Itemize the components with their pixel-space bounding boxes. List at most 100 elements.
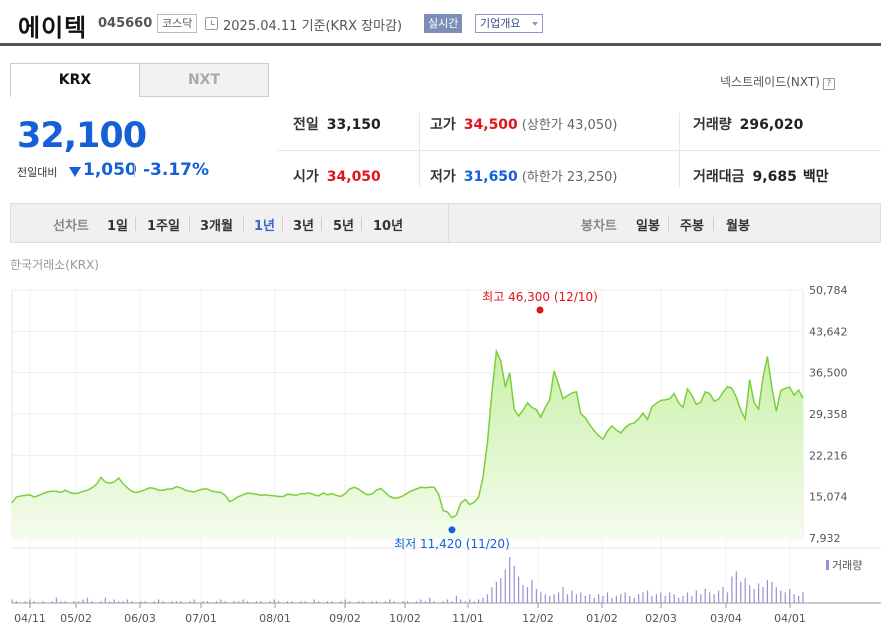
stat-value: 34,500 bbox=[463, 117, 518, 133]
x-tick-label: 10/02 bbox=[389, 612, 421, 625]
period-1w[interactable]: 1주일 bbox=[147, 219, 180, 234]
candle-monthly[interactable]: 월봉 bbox=[726, 219, 750, 234]
stat-label: 거래대금 bbox=[693, 169, 745, 185]
divider bbox=[679, 113, 680, 187]
chart-period-toolbar: 선차트 1일 1주일 3개월 1년 3년 5년 10년 봉차트 일봉 주봉 월봉 bbox=[10, 203, 881, 243]
divider bbox=[668, 217, 669, 231]
stat-label: 시가 bbox=[293, 169, 319, 185]
stat-value: 34,050 bbox=[326, 169, 381, 185]
period-10y[interactable]: 10년 bbox=[373, 219, 404, 234]
price-area bbox=[12, 351, 803, 538]
x-tick-label: 02/03 bbox=[645, 612, 677, 625]
candle-weekly[interactable]: 주봉 bbox=[680, 219, 704, 234]
stock-code: 045660 bbox=[98, 16, 153, 31]
divider bbox=[361, 217, 362, 231]
y-tick-label: 50,784 bbox=[809, 284, 848, 297]
stat-value: 9,685 bbox=[752, 169, 797, 185]
period-3y[interactable]: 3년 bbox=[293, 219, 315, 234]
stat-open: 시가 34,050 bbox=[293, 166, 381, 186]
stat-value: 33,150 bbox=[326, 117, 381, 133]
price-stats: 전일 33,150 고가 34,500 (상한가 43,050) 거래량 296,020… bbox=[277, 100, 881, 200]
market-tabs: KRX NXT bbox=[10, 63, 270, 97]
price-line bbox=[11, 348, 804, 519]
period-1d[interactable]: 1일 bbox=[107, 219, 129, 234]
market-badge: 코스닥 bbox=[157, 14, 198, 33]
lower-limit: (하한가 23,250) bbox=[521, 170, 618, 185]
x-tick-label: 05/02 bbox=[60, 612, 92, 625]
nextrade-label: 넥스트레이드(NXT) bbox=[720, 75, 820, 89]
period-1y[interactable]: 1년 bbox=[254, 219, 276, 234]
stat-label: 저가 bbox=[430, 169, 456, 185]
y-tick-label: 15,074 bbox=[809, 491, 848, 504]
volume-legend-swatch bbox=[826, 560, 829, 570]
stat-volume: 거래량 296,020 bbox=[693, 114, 803, 134]
change-label: 전일대비 bbox=[17, 166, 58, 179]
line-chart-label: 선차트 bbox=[53, 219, 89, 234]
period-5y[interactable]: 5년 bbox=[333, 219, 355, 234]
stat-low: 저가 31,650 (하한가 23,250) bbox=[430, 166, 617, 186]
stock-header: 에이텍 045660 코스닥 2025.04.11 기준(KRX 장마감) 실시… bbox=[0, 0, 881, 46]
divider bbox=[419, 113, 420, 187]
divider bbox=[321, 217, 322, 231]
stat-label: 고가 bbox=[430, 117, 456, 133]
change-value: 1,050 bbox=[83, 160, 137, 180]
upper-limit: (상한가 43,050) bbox=[521, 118, 618, 133]
realtime-button[interactable]: 실시간 bbox=[424, 14, 463, 33]
y-tick-label: 22,216 bbox=[809, 449, 848, 462]
divider bbox=[243, 217, 244, 231]
x-tick-label: 07/01 bbox=[185, 612, 217, 625]
min-price-label: 최저 11,420 (11/20) bbox=[394, 537, 510, 551]
divider bbox=[282, 217, 283, 231]
price-change: 전일대비 1,050 -3.17% bbox=[17, 160, 267, 184]
divider bbox=[135, 217, 136, 231]
stat-amount: 거래대금 9,685 백만 bbox=[693, 166, 829, 186]
stat-value: 31,650 bbox=[463, 169, 518, 185]
x-tick-label: 01/02 bbox=[586, 612, 618, 625]
x-tick-label: 08/01 bbox=[259, 612, 291, 625]
divider bbox=[277, 150, 881, 151]
divider bbox=[448, 204, 449, 242]
y-tick-label: 7,932 bbox=[809, 532, 841, 545]
x-tick-label: 04/11 bbox=[14, 612, 46, 625]
base-date: 2025.04.11 기준(KRX 장마감) bbox=[223, 19, 403, 34]
x-tick-label: 11/01 bbox=[452, 612, 484, 625]
min-price-marker bbox=[448, 526, 456, 534]
down-triangle-icon bbox=[69, 167, 81, 177]
x-tick-label: 09/02 bbox=[329, 612, 361, 625]
x-tick-label: 12/02 bbox=[522, 612, 554, 625]
max-price-marker bbox=[536, 306, 544, 314]
current-price: 32,100 bbox=[17, 116, 147, 156]
tab-krx[interactable]: KRX bbox=[10, 63, 140, 97]
chart-source: 한국거래소(KRX) bbox=[10, 258, 99, 272]
divider bbox=[134, 164, 135, 177]
stat-unit: 백만 bbox=[802, 169, 829, 185]
period-3m[interactable]: 3개월 bbox=[200, 219, 233, 234]
stat-label: 거래량 bbox=[693, 117, 732, 133]
divider bbox=[189, 217, 190, 231]
y-tick-label: 29,358 bbox=[809, 408, 848, 421]
x-tick-label: 03/04 bbox=[710, 612, 742, 625]
chevron-down-icon bbox=[532, 22, 538, 26]
clock-icon bbox=[205, 17, 218, 30]
x-tick-label: 06/03 bbox=[124, 612, 156, 625]
tab-nxt[interactable]: NXT bbox=[139, 63, 269, 97]
change-percent: -3.17% bbox=[143, 160, 210, 180]
stat-label: 전일 bbox=[293, 117, 319, 133]
volume-legend-label: 거래량 bbox=[832, 559, 862, 572]
help-icon[interactable]: ? bbox=[822, 78, 835, 90]
stat-prev-close: 전일 33,150 bbox=[293, 114, 381, 134]
max-price-label: 최고 46,300 (12/10) bbox=[482, 290, 598, 304]
nextrade-link[interactable]: 넥스트레이드(NXT)? bbox=[720, 73, 835, 90]
y-tick-label: 36,500 bbox=[809, 367, 848, 380]
stock-name: 에이텍 bbox=[18, 14, 88, 42]
candle-daily[interactable]: 일봉 bbox=[636, 219, 660, 234]
x-tick-label: 04/01 bbox=[774, 612, 806, 625]
divider bbox=[713, 217, 714, 231]
y-tick-label: 43,642 bbox=[809, 325, 848, 338]
company-info-label: 기업개요 bbox=[480, 17, 521, 30]
stat-value: 296,020 bbox=[739, 117, 804, 133]
company-info-dropdown[interactable]: 기업개요 bbox=[475, 14, 543, 33]
stat-high: 고가 34,500 (상한가 43,050) bbox=[430, 114, 617, 134]
candle-chart-label: 봉차트 bbox=[581, 219, 617, 234]
